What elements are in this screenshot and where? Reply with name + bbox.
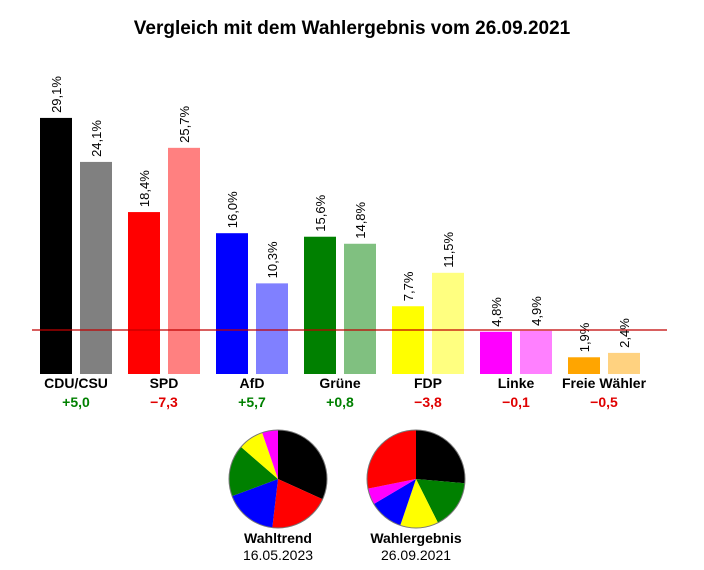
difference-grüne: +0,8 — [326, 394, 354, 410]
pie-name: Wahltrend — [244, 530, 312, 546]
pie-caption-wahlergebnis: Wahlergebnis 26.09.2021 — [356, 530, 476, 564]
pie-slice-wahlergebnis-linke — [367, 479, 416, 504]
difference-spd: −7,3 — [150, 394, 178, 410]
value-label-spd-trend: 18,4% — [137, 170, 152, 207]
pie-caption-wahltrend: Wahltrend 16.05.2023 — [218, 530, 338, 564]
chart-title: Vergleich mit dem Wahlergebnis vom 26.09… — [133, 18, 571, 39]
category-label-cdu-csu: CDU/CSU — [44, 375, 108, 391]
difference-cdu-csu: +5,0 — [62, 394, 90, 410]
value-label-fdp-result: 11,5% — [441, 231, 456, 267]
pie-outline-wahltrend — [228, 429, 328, 529]
pie-date: 16.05.2023 — [242, 547, 314, 563]
value-label-linke-result: 4,9% — [529, 296, 544, 326]
bar-freie-wähler-trend — [568, 357, 600, 374]
category-label-grüne: Grüne — [319, 375, 360, 391]
pie-slice-wahltrend-afd — [232, 479, 278, 528]
bar-freie-wähler-result — [608, 352, 640, 374]
bar-afd-result — [256, 283, 288, 374]
category-label-linke: Linke — [498, 375, 535, 391]
difference-fdp: −3,8 — [414, 394, 442, 410]
value-label-grüne-result: 14,8% — [353, 201, 368, 238]
value-label-cdu-csu-result: 24,1% — [89, 120, 104, 157]
category-label-afd: AfD — [240, 375, 265, 391]
bar-fdp-trend — [392, 306, 424, 374]
bar-spd-result — [168, 147, 200, 374]
bar-afd-trend — [216, 233, 248, 374]
category-label-fdp: FDP — [414, 375, 442, 391]
value-label-grüne-trend: 15,6% — [313, 194, 328, 231]
bar-grüne-trend — [304, 236, 336, 374]
pie-slice-wahltrend-linke — [262, 430, 278, 479]
value-label-linke-trend: 4,8% — [489, 297, 504, 327]
value-label-fdp-trend: 7,7% — [401, 271, 416, 301]
bar-linke-result — [520, 330, 552, 374]
difference-freie-wähler: −0,5 — [590, 394, 618, 410]
value-label-freie-wähler-trend: 1,9% — [577, 322, 592, 352]
pie-slice-wahlergebnis-spd — [367, 430, 416, 489]
difference-linke: −0,1 — [502, 394, 530, 410]
bar-cdu-csu-trend — [40, 117, 72, 375]
value-label-cdu-csu-trend: 29,1% — [49, 76, 64, 113]
pie-slice-wahlergebnis-afd — [373, 479, 416, 526]
value-label-freie-wähler-result: 2,4% — [617, 318, 632, 348]
bar-linke-trend — [480, 331, 512, 374]
pie-slice-wahltrend-grüne — [229, 446, 278, 497]
value-label-afd-trend: 16,0% — [225, 191, 240, 228]
value-label-afd-result: 10,3% — [265, 241, 280, 278]
pie-name: Wahlergebnis — [370, 530, 462, 546]
pie-slice-wahltrend-fdp — [240, 432, 278, 479]
category-label-spd: SPD — [150, 375, 179, 391]
bar-fdp-result — [432, 272, 464, 374]
difference-afd: +5,7 — [238, 394, 266, 410]
pie-slice-wahlergebnis-cdu-csu — [416, 430, 465, 484]
pie-slice-wahlergebnis-grüne — [416, 479, 465, 523]
bar-cdu-csu-result — [80, 161, 112, 374]
category-label-freie-wähler: Freie Wähler — [562, 375, 647, 391]
bar-spd-trend — [128, 212, 160, 374]
pie-outline-wahlergebnis — [366, 429, 466, 529]
value-label-spd-result: 25,7% — [177, 106, 192, 143]
pie-slice-wahlergebnis-fdp — [400, 479, 438, 528]
bar-grüne-result — [344, 243, 376, 374]
pie-date: 26.09.2021 — [380, 547, 452, 563]
